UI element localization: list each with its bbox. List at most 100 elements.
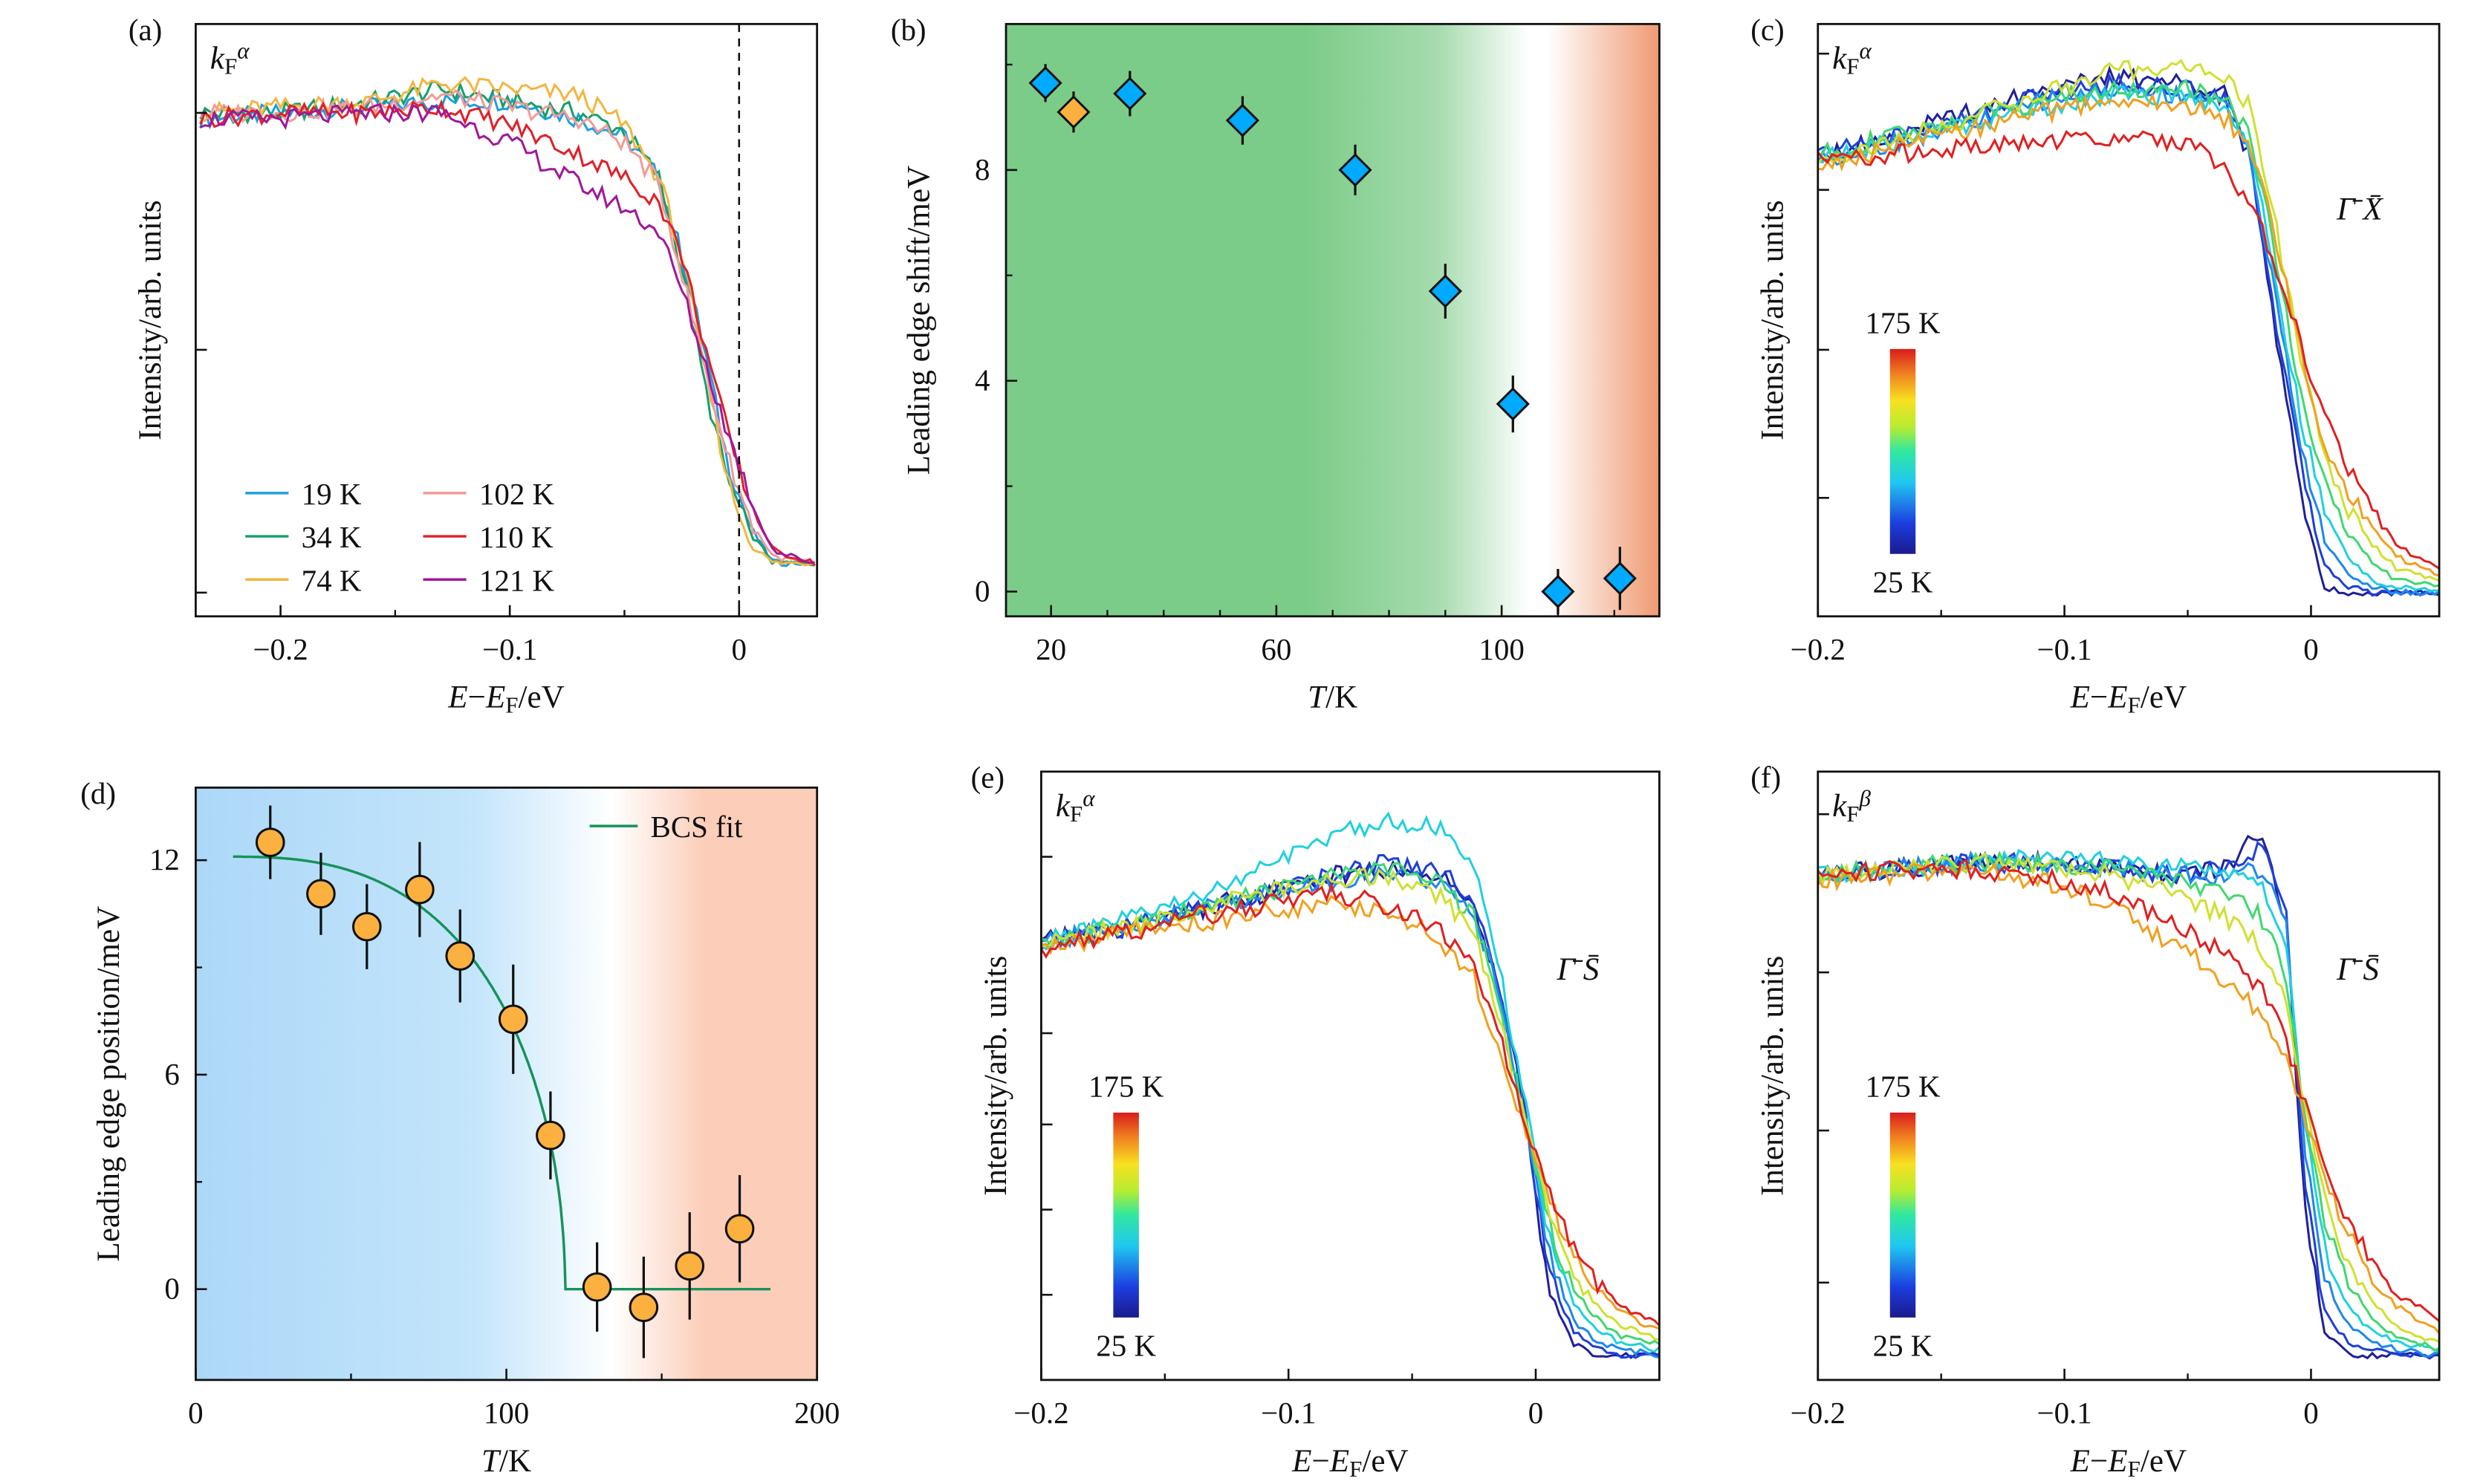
subscript: F bbox=[2128, 1456, 2141, 1482]
panel-label: (f) bbox=[1750, 761, 1781, 794]
spectrum-line-3 bbox=[1817, 84, 2440, 593]
text-run: / bbox=[133, 319, 168, 328]
text-run: y bbox=[1755, 1084, 1790, 1100]
data-point-diamond bbox=[1225, 103, 1260, 137]
x-tick-label: 0 bbox=[1528, 1396, 1543, 1430]
text-run: V bbox=[2164, 1444, 2187, 1479]
text-run: e bbox=[902, 189, 937, 203]
spectrum-line-121K bbox=[200, 102, 815, 564]
text-run bbox=[902, 293, 937, 302]
text-run: y bbox=[133, 328, 168, 344]
text-run: / bbox=[519, 680, 528, 715]
fermi-momentum-annotation: kFα bbox=[1832, 38, 1872, 79]
text-run: i bbox=[1755, 221, 1790, 230]
text-run: s bbox=[1755, 362, 1790, 374]
text-run: a bbox=[1755, 1061, 1790, 1075]
text-run: i bbox=[1755, 353, 1790, 362]
text-run: / bbox=[979, 1075, 1013, 1084]
text-run: d bbox=[91, 1197, 126, 1214]
text-run: t bbox=[1755, 212, 1790, 221]
text-run: i bbox=[979, 977, 1013, 986]
text-run: e bbox=[91, 929, 126, 943]
x-tick-label: 20 bbox=[1036, 633, 1066, 666]
text-run: r bbox=[133, 294, 168, 305]
x-tick-label: −0.1 bbox=[2036, 633, 2091, 666]
colorbar-bottom-label: 25 K bbox=[1096, 1330, 1156, 1363]
text-run: E bbox=[447, 680, 467, 715]
x-axis-label: T/K bbox=[481, 1444, 531, 1479]
text-run: / bbox=[1325, 680, 1334, 715]
temperature-colorbar bbox=[1889, 348, 1916, 554]
text-run: g bbox=[91, 1156, 126, 1173]
subscript: F bbox=[1349, 1456, 1362, 1482]
text-run: e bbox=[902, 348, 937, 362]
panel-label: (a) bbox=[129, 13, 162, 47]
text-run: − bbox=[2090, 680, 2108, 715]
text-run bbox=[1755, 262, 1790, 270]
spectrum-line-1 bbox=[1041, 853, 1660, 1359]
text-run: e bbox=[528, 680, 542, 715]
text-run: e bbox=[1755, 1146, 1790, 1160]
data-point-diamond bbox=[1113, 77, 1147, 111]
text-run: d bbox=[902, 331, 937, 348]
spectrum-line-5 bbox=[1041, 868, 1660, 1341]
text-run: E bbox=[1291, 1444, 1311, 1479]
data-point-diamond bbox=[1603, 562, 1637, 596]
text-run: t bbox=[979, 968, 1013, 977]
text-run: k bbox=[1832, 789, 1847, 824]
text-run: n bbox=[902, 386, 937, 403]
subscript: F bbox=[505, 691, 518, 717]
text-run bbox=[91, 1149, 126, 1157]
text-run: h bbox=[902, 265, 937, 281]
spectrum-line-6 bbox=[1817, 862, 2440, 1335]
y-axis-label: Leading edge shift/meV bbox=[902, 166, 937, 475]
text-run: e bbox=[91, 1088, 126, 1102]
y-tick-label: 6 bbox=[164, 1058, 179, 1091]
colorbar-bottom-label: 25 K bbox=[1873, 1330, 1933, 1363]
spectrum-line-7 bbox=[1041, 882, 1660, 1327]
spectrum-line-0 bbox=[1817, 834, 2440, 1360]
x-tick-label: 0 bbox=[732, 633, 747, 666]
y-axis-label: Intensity/arb. units bbox=[1755, 200, 1790, 440]
panel-label: (e) bbox=[971, 761, 1005, 794]
x-axis-label: E−EF/eV bbox=[1291, 1444, 1408, 1482]
text-run: k bbox=[210, 42, 225, 77]
text-run: e bbox=[1755, 391, 1790, 405]
data-point-diamond bbox=[1428, 274, 1462, 308]
text-run: T bbox=[481, 1444, 502, 1479]
superscript: β bbox=[1859, 785, 1872, 811]
data-point-diamond bbox=[1541, 574, 1575, 609]
superscript: α bbox=[237, 38, 250, 64]
spectrum-line-3 bbox=[1041, 811, 1660, 1353]
plot-frame bbox=[1040, 770, 1661, 1382]
text-run: e bbox=[91, 1228, 126, 1242]
data-point-circle bbox=[724, 1214, 755, 1244]
text-run: i bbox=[1755, 977, 1790, 986]
plot-area bbox=[1817, 834, 2440, 1360]
text-run: r bbox=[1755, 294, 1790, 305]
x-tick-label: 100 bbox=[1479, 633, 1524, 666]
text-run: i bbox=[1755, 1109, 1790, 1118]
data-point-circle bbox=[498, 1004, 528, 1035]
x-tick-label: −0.1 bbox=[482, 633, 537, 666]
text-run: e bbox=[902, 441, 937, 455]
subscript: F bbox=[2128, 691, 2141, 717]
text-run: u bbox=[133, 247, 168, 263]
spectrum-line-6 bbox=[1817, 93, 2440, 577]
text-run: n bbox=[1755, 986, 1790, 1002]
text-run: / bbox=[1755, 319, 1790, 328]
legend-label: 121 K bbox=[479, 564, 555, 597]
text-run: t bbox=[1755, 968, 1790, 977]
text-run: t bbox=[979, 1100, 1013, 1109]
text-run: − bbox=[2090, 1444, 2108, 1479]
text-run: k bbox=[1832, 42, 1847, 77]
data-point-circle bbox=[351, 911, 382, 942]
text-run: t bbox=[979, 1160, 1013, 1169]
data-point-circle bbox=[675, 1251, 705, 1281]
y-tick-label: 8 bbox=[975, 153, 990, 186]
fermi-momentum-annotation: kFα bbox=[1056, 785, 1095, 827]
text-run: s bbox=[902, 281, 937, 293]
